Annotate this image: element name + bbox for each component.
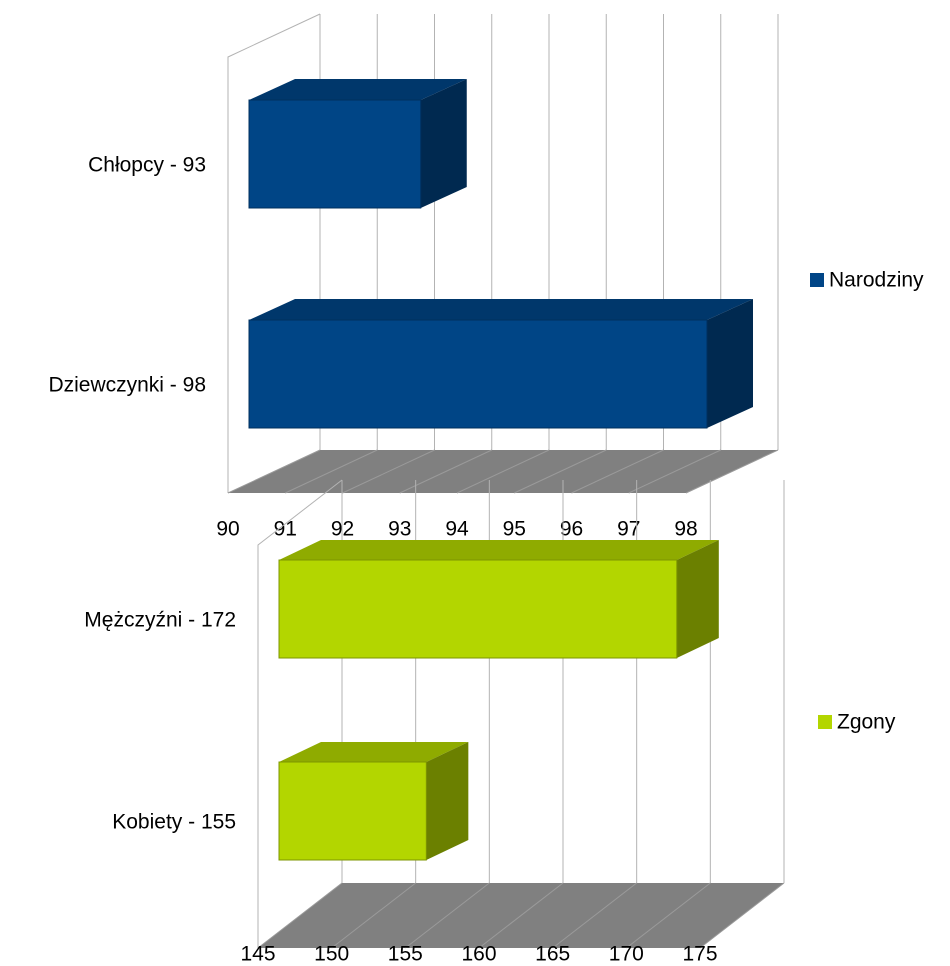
y-tick-label: Mężczyźni - 172 (84, 609, 236, 632)
floor-grid-line (478, 882, 564, 949)
bar (278, 761, 427, 861)
bar (248, 319, 708, 429)
x-tick-label: 97 (617, 518, 640, 541)
x-tick-label: 170 (609, 943, 644, 966)
x-tick-label: 96 (560, 518, 583, 541)
x-tick-label: 160 (461, 943, 496, 966)
bar-top (279, 742, 469, 762)
x-tick-label: 95 (503, 518, 526, 541)
bar (248, 99, 422, 209)
legend-label: Narodziny (829, 269, 924, 292)
bar-side (420, 79, 467, 208)
floor-grid-line (628, 449, 721, 494)
x-tick-label: 150 (314, 943, 349, 966)
x-tick-label: 155 (388, 943, 423, 966)
floor-grid-line (514, 449, 607, 494)
floor-grid-line (285, 449, 378, 494)
x-tick-label: 94 (445, 518, 469, 541)
x-tick-label: 98 (674, 518, 697, 541)
legend-label: Zgony (837, 711, 896, 734)
bar-top (249, 79, 467, 100)
bar-top (249, 299, 753, 320)
bar-side (707, 299, 753, 428)
floor-grid-line (571, 449, 664, 494)
floor-grid-line (456, 449, 550, 494)
bar-side (426, 742, 469, 860)
floor-grid-line (405, 882, 490, 949)
floor-grid-line (626, 882, 711, 949)
floor-grid-line (342, 449, 435, 494)
wall-edge (257, 479, 343, 948)
floor-grid-line (399, 449, 492, 494)
x-tick-label: 90 (216, 518, 239, 541)
legend-swatch (818, 715, 832, 729)
floor-grid-line (699, 882, 785, 949)
x-tick-label: 175 (682, 943, 717, 966)
floor-grid-line (331, 882, 416, 949)
floor-grid-line (552, 882, 637, 949)
y-tick-label: Dziewczynki - 98 (48, 374, 206, 397)
floor-grid-line (257, 882, 343, 949)
bar-top (279, 540, 719, 560)
bar-side (676, 540, 719, 658)
floor-grid-line (685, 449, 779, 494)
x-tick-label: 145 (240, 943, 275, 966)
x-tick-label: 93 (388, 518, 411, 541)
x-tick-label: 165 (535, 943, 570, 966)
wall-edge (227, 13, 321, 493)
legend-swatch (810, 273, 824, 287)
floor-grid-line (227, 449, 321, 494)
bar (278, 559, 678, 659)
y-tick-label: Chłopcy - 93 (88, 154, 206, 177)
x-tick-label: 91 (274, 518, 297, 541)
y-tick-label: Kobiety - 155 (112, 811, 236, 834)
